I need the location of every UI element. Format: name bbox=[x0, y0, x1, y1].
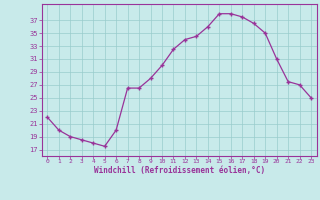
X-axis label: Windchill (Refroidissement éolien,°C): Windchill (Refroidissement éolien,°C) bbox=[94, 166, 265, 175]
